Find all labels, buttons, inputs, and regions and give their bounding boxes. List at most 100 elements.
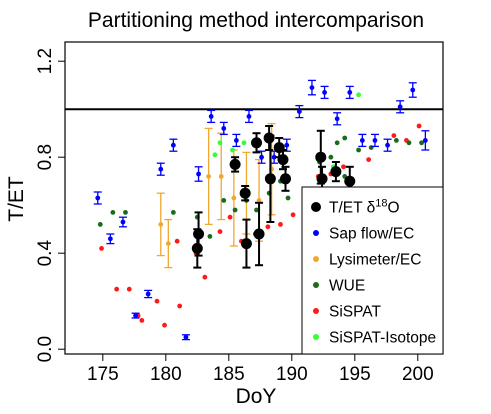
data-point	[393, 138, 399, 143]
data-point	[95, 195, 101, 201]
data-point	[284, 142, 290, 148]
legend-label: Lysimeter/EC	[329, 252, 421, 269]
data-point	[240, 238, 252, 250]
data-point	[107, 236, 113, 242]
data-point	[344, 175, 356, 187]
data-point	[123, 210, 128, 215]
data-point	[154, 298, 160, 304]
data-point	[277, 154, 289, 166]
x-axis-title: DoY	[236, 385, 277, 408]
data-point	[316, 173, 328, 185]
data-point	[241, 140, 247, 146]
data-point	[170, 210, 176, 215]
data-point	[366, 157, 372, 163]
data-point	[328, 154, 334, 160]
data-point	[253, 228, 265, 240]
legend-label: Sap flow/EC	[329, 226, 414, 243]
data-point	[372, 138, 378, 143]
data-point	[183, 334, 189, 340]
data-point	[254, 207, 259, 213]
data-point	[296, 109, 302, 114]
legend: T/ET δ18O Sap flow/EC Lysimeter/EC WUE SiSPA…	[301, 186, 444, 355]
data-point	[208, 114, 214, 119]
data-point	[239, 187, 251, 199]
data-point	[221, 198, 227, 203]
data-point	[170, 142, 176, 148]
data-point	[217, 140, 223, 146]
data-point	[264, 173, 276, 185]
data-point	[158, 222, 164, 227]
legend-box	[301, 186, 444, 355]
data-point	[191, 242, 203, 254]
legend-label: T/ET δ18O	[329, 198, 400, 217]
data-point	[315, 151, 327, 163]
data-point	[334, 140, 340, 146]
legend-marker	[313, 282, 319, 288]
legend-marker	[313, 230, 319, 236]
x-tick-label: 195	[339, 364, 371, 385]
data-point	[256, 198, 262, 203]
data-point	[221, 125, 227, 131]
chart-title: Partitioning method intercomparison	[88, 9, 424, 32]
data-point	[231, 195, 237, 201]
data-point	[99, 246, 104, 251]
data-point	[97, 222, 103, 227]
data-point	[251, 137, 263, 149]
data-point	[177, 303, 183, 309]
legend-marker	[313, 308, 319, 314]
x-tick-label: 200	[402, 364, 434, 385]
data-point	[397, 104, 403, 110]
x-tick-label: 175	[87, 364, 119, 385]
legend-label: WUE	[329, 278, 365, 295]
data-point	[416, 123, 422, 129]
data-point	[334, 116, 340, 122]
data-point	[342, 135, 348, 141]
data-point	[290, 212, 296, 218]
y-axis-title: T/ET	[5, 176, 28, 222]
data-point	[206, 174, 212, 179]
y-tick-label: 0.4	[35, 240, 56, 267]
data-point	[391, 133, 397, 139]
y-tick-label: 0.0	[35, 336, 56, 362]
y-tick-label: 0.8	[35, 144, 56, 170]
data-point	[341, 164, 346, 170]
legend-label: SiSPAT	[329, 304, 381, 321]
data-point	[330, 166, 342, 178]
data-point	[263, 132, 275, 144]
data-point	[280, 173, 291, 185]
data-point	[114, 286, 120, 292]
data-point	[202, 274, 208, 280]
data-point	[356, 147, 361, 153]
data-point	[259, 154, 264, 160]
data-point	[133, 313, 138, 318]
series-t-et-18o	[191, 125, 356, 269]
data-point	[230, 147, 235, 153]
data-point	[265, 224, 271, 230]
x-tick-label: 180	[150, 364, 182, 385]
plot-area: 175 180 185 190 195 200 0.0 0.4 0.8 1.2	[35, 41, 444, 385]
data-point	[232, 207, 238, 213]
data-point	[347, 90, 353, 95]
data-point	[193, 228, 205, 240]
data-point	[271, 154, 277, 160]
data-point	[227, 214, 233, 220]
legend-marker	[311, 202, 321, 212]
legend-marker	[313, 334, 319, 340]
y-tick-label: 1.2	[35, 48, 56, 74]
data-point	[278, 222, 283, 227]
x-tick-label: 190	[276, 364, 308, 385]
legend-marker	[313, 256, 319, 262]
data-point	[196, 171, 201, 177]
data-point	[419, 140, 424, 146]
data-point	[120, 219, 126, 225]
data-point	[229, 158, 241, 170]
data-point	[410, 87, 416, 93]
data-point	[356, 92, 361, 98]
data-point	[110, 210, 116, 215]
data-point	[139, 318, 145, 323]
legend-label: SiSPAT-Isotope	[329, 330, 436, 347]
data-point	[406, 140, 412, 146]
data-point	[322, 90, 327, 95]
